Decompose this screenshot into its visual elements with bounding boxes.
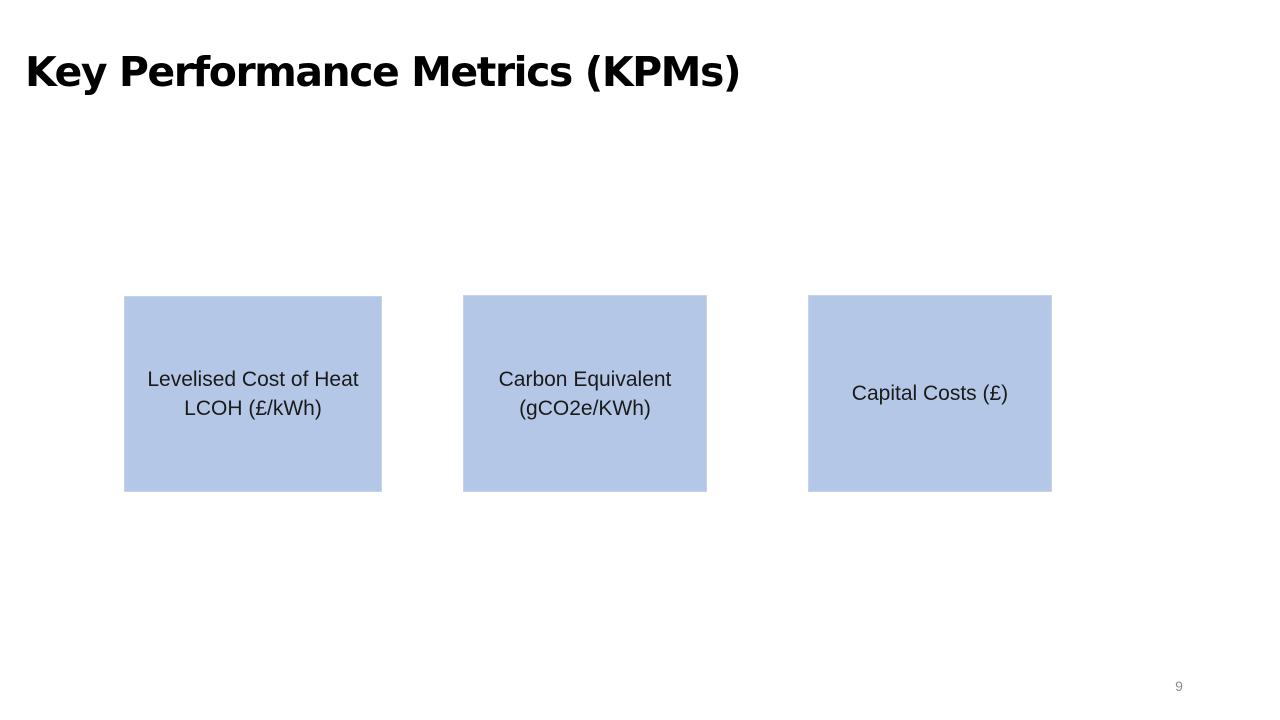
kpm-label-capital-costs: Capital Costs (£) [851, 382, 1009, 405]
kpm-label-lcoh: Levelised Cost of Heat LCOH (£/kWh) [147, 368, 359, 420]
kpm-box-lcoh: Levelised Cost of Heat LCOH (£/kWh) [124, 296, 382, 492]
kpm-box-carbon-equivalent: Carbon Equivalent (gCO2e/KWh) [463, 295, 707, 492]
kpm-box-capital-costs: Capital Costs (£) [808, 295, 1052, 492]
slide-title: Key Performance Metrics (KPMs) [25, 48, 742, 96]
slide-number: 9 [1175, 678, 1183, 694]
kpm-label-carbon-equivalent: Carbon Equivalent (gCO2e/KWh) [498, 367, 672, 420]
